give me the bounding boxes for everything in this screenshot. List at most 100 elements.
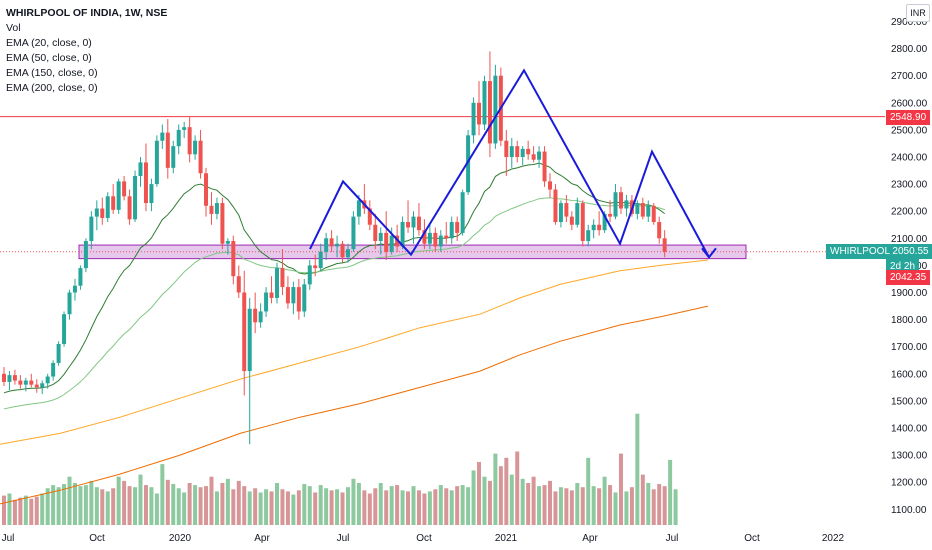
candle-body bbox=[51, 362, 56, 377]
volume-bar bbox=[389, 486, 394, 525]
volume-bar bbox=[668, 459, 673, 525]
legend-ema200[interactable]: EMA (200, close, 0) bbox=[6, 82, 98, 94]
volume-bar bbox=[373, 488, 378, 525]
volume-bar bbox=[214, 491, 219, 525]
volume-bar bbox=[94, 487, 99, 525]
candle-body bbox=[569, 216, 574, 225]
candle-body bbox=[608, 213, 613, 217]
volume-bar bbox=[296, 490, 301, 525]
x-tick-label: Oct bbox=[89, 533, 105, 544]
volume-bar bbox=[193, 485, 198, 525]
legend-ema50[interactable]: EMA (50, close, 0) bbox=[6, 52, 92, 64]
volume-bar bbox=[564, 488, 569, 525]
volume-bar bbox=[356, 483, 361, 525]
volume-bar bbox=[7, 493, 12, 525]
candle-body bbox=[335, 243, 340, 247]
candle-body bbox=[356, 200, 361, 217]
volume-bar bbox=[2, 495, 6, 525]
volume-bar bbox=[537, 486, 542, 525]
candle-body bbox=[34, 384, 39, 388]
volume-bar bbox=[416, 490, 421, 525]
volume-bar bbox=[608, 485, 613, 525]
volume-bar bbox=[520, 478, 525, 525]
volume-bar bbox=[597, 488, 602, 525]
volume-bar bbox=[384, 490, 389, 525]
volume-bar bbox=[531, 476, 536, 525]
candle-body bbox=[313, 265, 318, 269]
candle-body bbox=[285, 287, 290, 304]
volume-bar bbox=[515, 451, 520, 525]
currency-button[interactable]: INR bbox=[906, 4, 930, 22]
candle-body bbox=[400, 222, 405, 247]
candle-body bbox=[100, 208, 105, 218]
candle-body bbox=[105, 196, 110, 218]
volume-bar bbox=[651, 489, 656, 525]
candle-body bbox=[422, 230, 427, 244]
y-tick-label: 2700.00 bbox=[891, 71, 928, 82]
candle-body bbox=[602, 213, 607, 231]
candle-body bbox=[427, 232, 432, 244]
pattern-arrowhead bbox=[701, 247, 717, 259]
volume-bar bbox=[324, 488, 329, 525]
volume-bar bbox=[586, 457, 591, 525]
volume-bar bbox=[657, 484, 662, 525]
candle-body bbox=[444, 235, 449, 239]
volume-bar bbox=[242, 486, 247, 525]
volume-bar bbox=[602, 476, 607, 525]
y-tick-label: 2800.00 bbox=[891, 44, 928, 55]
candle-body bbox=[367, 208, 372, 225]
resistance-price-tag: 2548.90 bbox=[886, 109, 931, 125]
x-tick-label: Jul bbox=[337, 533, 350, 544]
volume-bar bbox=[613, 492, 618, 525]
volume-bar bbox=[187, 483, 192, 525]
x-tick-label: Jul bbox=[2, 533, 15, 544]
candle-body bbox=[329, 238, 334, 247]
volume-bar bbox=[553, 491, 558, 525]
symbol-title[interactable]: WHIRLPOOL OF INDIA, 1W, NSE bbox=[6, 7, 168, 19]
candle-body bbox=[133, 175, 138, 220]
y-tick-label: 1200.00 bbox=[891, 478, 928, 489]
volume-bar bbox=[411, 486, 416, 525]
candle-body bbox=[558, 203, 563, 223]
x-tick-label: Jul bbox=[666, 533, 679, 544]
volume-bar bbox=[165, 479, 170, 525]
legend-vol[interactable]: Vol bbox=[6, 22, 21, 34]
volume-bar bbox=[67, 476, 72, 525]
y-tick-label: 1300.00 bbox=[891, 451, 928, 462]
volume-bar bbox=[209, 476, 214, 525]
candle-body bbox=[487, 81, 492, 144]
x-tick-label: 2021 bbox=[495, 533, 518, 544]
candle-body bbox=[378, 232, 383, 242]
volume-bar bbox=[220, 483, 225, 525]
volume-bar bbox=[591, 486, 596, 525]
legend-ema150[interactable]: EMA (150, close, 0) bbox=[6, 67, 98, 79]
volume-bar bbox=[673, 489, 678, 525]
candle-body bbox=[651, 205, 656, 223]
chart-legend: WHIRLPOOL OF INDIA, 1W, NSE Vol EMA (20,… bbox=[6, 6, 167, 96]
volume-bar bbox=[100, 489, 105, 525]
candle-body bbox=[296, 287, 301, 312]
legend-ema20[interactable]: EMA (20, close, 0) bbox=[6, 37, 92, 49]
candle-body bbox=[340, 243, 345, 258]
volume-bar bbox=[182, 492, 187, 525]
candle-body bbox=[231, 241, 236, 277]
y-tick-label: 2300.00 bbox=[891, 180, 928, 191]
candle-body bbox=[307, 265, 312, 285]
candle-body bbox=[509, 146, 514, 157]
volume-bar bbox=[558, 487, 563, 525]
volume-bar bbox=[400, 490, 405, 525]
x-tick-label: 2022 bbox=[822, 533, 845, 544]
volume-bar bbox=[62, 484, 67, 525]
volume-bar bbox=[122, 480, 127, 525]
ema20-line bbox=[3, 162, 665, 394]
candle-body bbox=[236, 276, 241, 293]
y-tick-label: 2900.00 bbox=[891, 17, 928, 28]
volume-bar bbox=[258, 492, 263, 525]
candle-body bbox=[62, 314, 67, 344]
candle-body bbox=[29, 380, 34, 385]
volume-bar bbox=[455, 486, 460, 525]
volume-bar bbox=[160, 464, 165, 525]
volume-bar bbox=[89, 480, 94, 525]
volume-bar bbox=[466, 487, 471, 525]
